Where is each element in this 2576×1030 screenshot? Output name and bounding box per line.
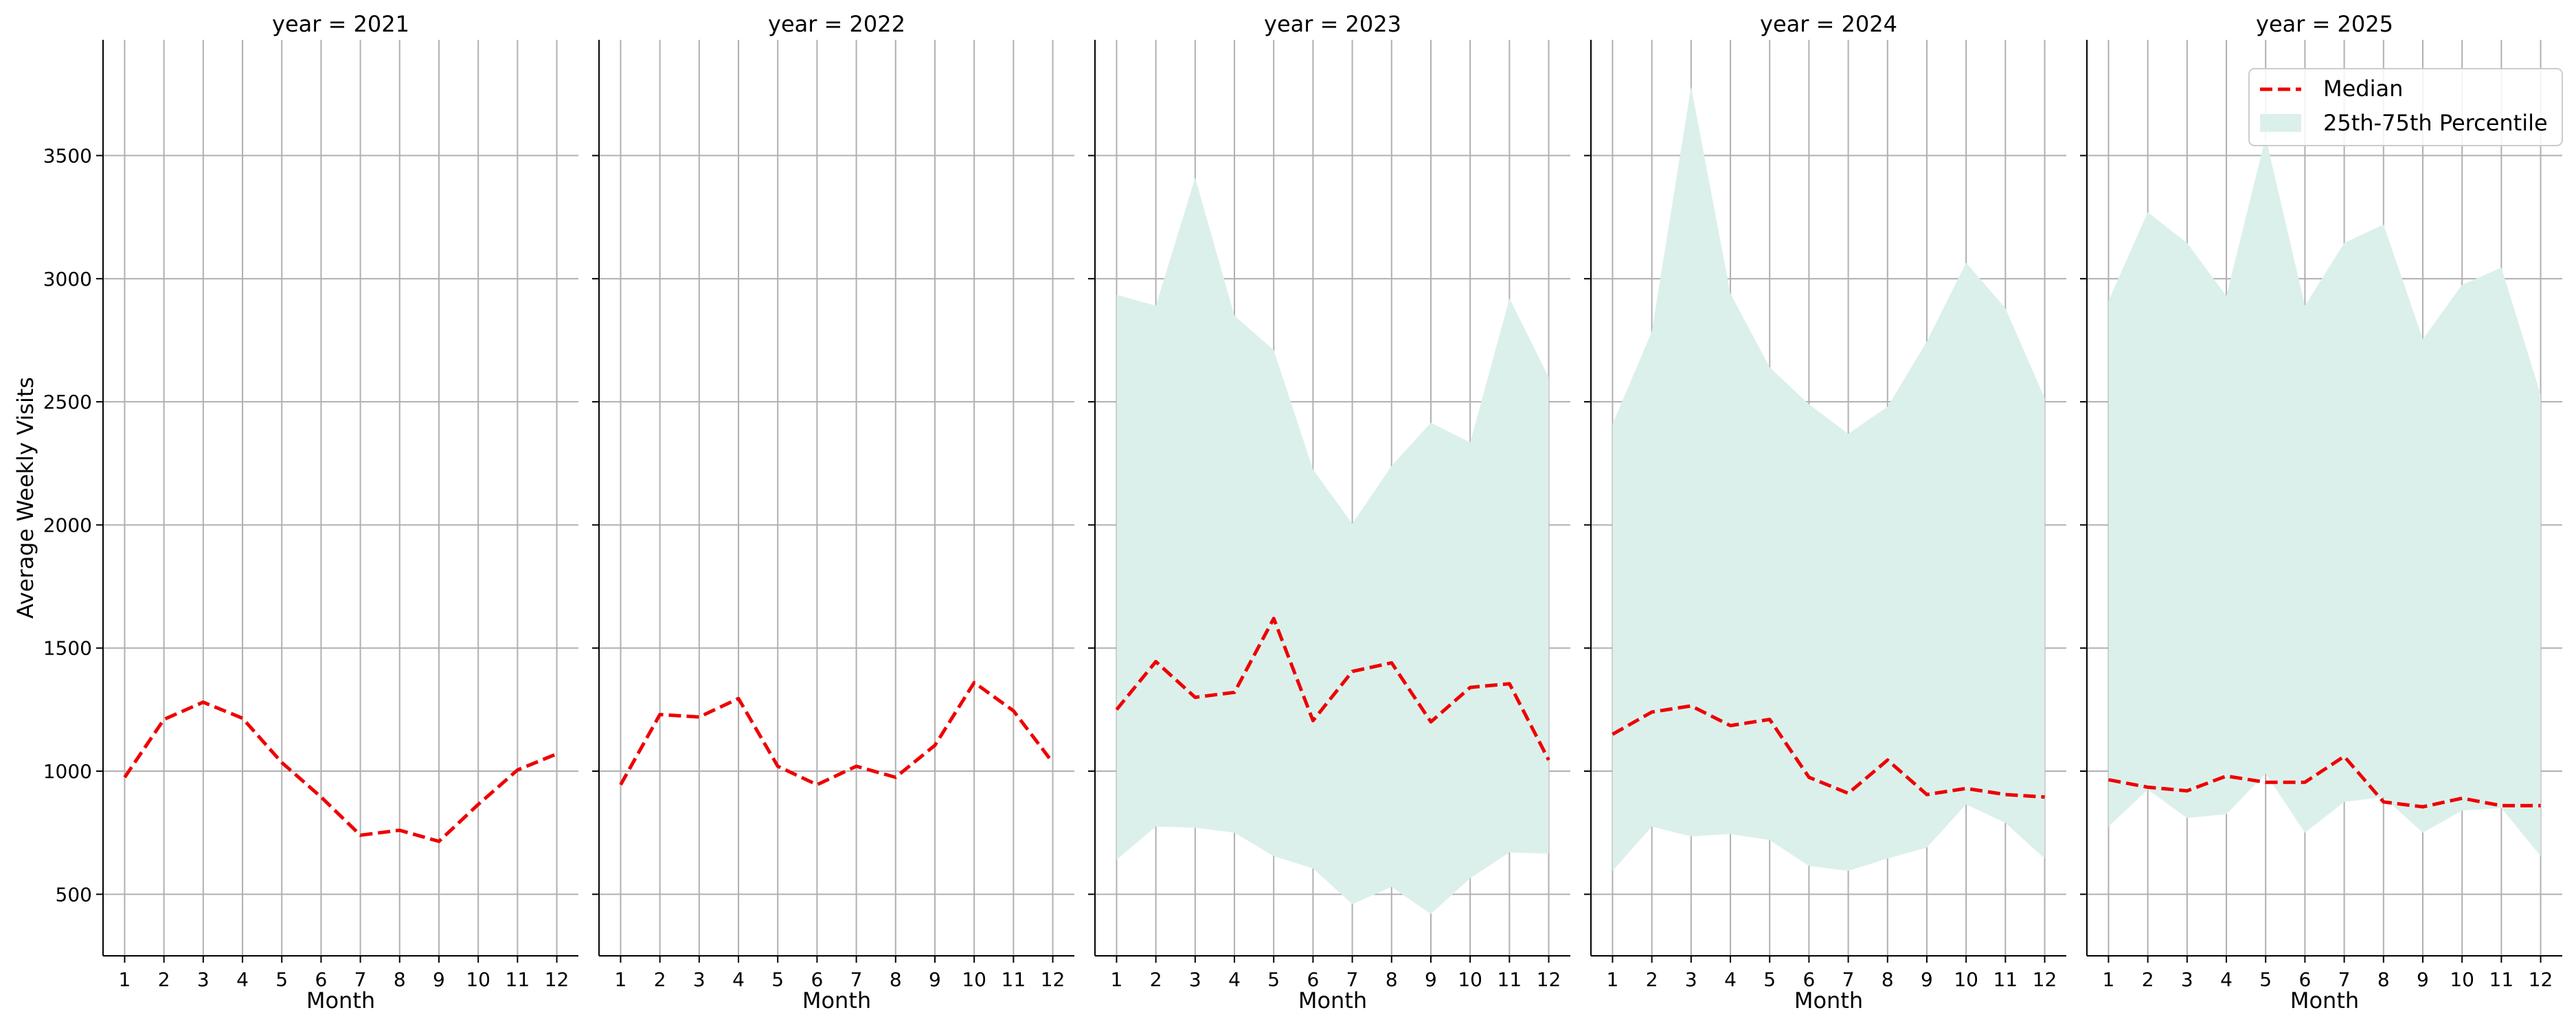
- x-axis-label: Month: [2290, 987, 2359, 1014]
- x-tick-label: 8: [1386, 968, 1398, 991]
- x-tick-label: 1: [615, 968, 627, 991]
- panel-title: year = 2024: [1760, 11, 1897, 37]
- x-tick-label: 5: [1267, 968, 1280, 991]
- y-tick-label: 500: [56, 883, 92, 906]
- x-tick-label: 5: [2259, 968, 2272, 991]
- x-axis-label: Month: [802, 987, 871, 1014]
- x-tick-label: 2: [158, 968, 170, 991]
- x-tick-label: 6: [2298, 968, 2311, 991]
- y-tick-label: 2500: [43, 391, 92, 413]
- x-tick-label: 10: [962, 968, 986, 991]
- y-axis-label: Average Weekly Visits: [12, 377, 38, 619]
- x-tick-label: 7: [1842, 968, 1855, 991]
- x-tick-label: 11: [1498, 968, 1522, 991]
- y-tick-label: 3500: [43, 145, 92, 168]
- x-tick-label: 10: [1954, 968, 1978, 991]
- x-tick-label: 9: [1921, 968, 1933, 991]
- x-tick-label: 3: [1685, 968, 1697, 991]
- x-tick-label: 11: [1002, 968, 1026, 991]
- x-tick-label: 6: [1803, 968, 1815, 991]
- x-tick-label: 7: [354, 968, 367, 991]
- x-tick-label: 1: [119, 968, 131, 991]
- x-tick-label: 2: [1646, 968, 1658, 991]
- x-tick-label: 3: [1189, 968, 1201, 991]
- x-tick-label: 3: [693, 968, 705, 991]
- y-tick-label: 2000: [43, 514, 92, 536]
- x-tick-label: 4: [1228, 968, 1241, 991]
- x-tick-label: 11: [506, 968, 530, 991]
- x-tick-label: 10: [466, 968, 490, 991]
- x-tick-label: 5: [1763, 968, 1776, 991]
- x-tick-label: 10: [2450, 968, 2474, 991]
- x-tick-label: 7: [2338, 968, 2351, 991]
- y-tick-label: 1500: [43, 637, 92, 660]
- x-tick-label: 12: [545, 968, 569, 991]
- x-tick-label: 6: [811, 968, 823, 991]
- x-tick-label: 8: [2377, 968, 2390, 991]
- x-tick-label: 5: [275, 968, 288, 991]
- x-tick-label: 11: [1993, 968, 2018, 991]
- x-tick-label: 12: [1041, 968, 1065, 991]
- x-tick-label: 2: [2142, 968, 2154, 991]
- x-tick-label: 1: [2103, 968, 2115, 991]
- x-tick-label: 4: [732, 968, 745, 991]
- x-tick-label: 8: [394, 968, 406, 991]
- legend-band-swatch: [2260, 114, 2301, 132]
- x-tick-label: 1: [1111, 968, 1123, 991]
- panel-title: year = 2023: [1264, 11, 1401, 37]
- panel-title: year = 2025: [2256, 11, 2393, 37]
- x-tick-label: 12: [2529, 968, 2553, 991]
- y-tick-label: 3000: [43, 268, 92, 290]
- x-tick-label: 3: [197, 968, 210, 991]
- percentile-band: [2108, 137, 2541, 856]
- x-tick-label: 10: [1458, 968, 1482, 991]
- median-line: [1612, 704, 2045, 799]
- x-tick-label: 6: [315, 968, 327, 991]
- legend-median-label: Median: [2323, 76, 2403, 102]
- x-tick-label: 6: [1307, 968, 1319, 991]
- median-line: [1115, 617, 1550, 762]
- x-tick-label: 4: [1724, 968, 1737, 991]
- percentile-band: [1612, 87, 2045, 871]
- x-tick-label: 4: [2220, 968, 2233, 991]
- median-line: [123, 700, 558, 843]
- legend-band-label: 25th-75th Percentile: [2323, 110, 2548, 136]
- x-tick-label: 12: [1537, 968, 1561, 991]
- x-tick-label: 11: [2489, 968, 2514, 991]
- x-tick-label: 8: [890, 968, 902, 991]
- x-tick-label: 2: [654, 968, 666, 991]
- x-tick-label: 9: [929, 968, 941, 991]
- legend-box: [2248, 68, 2563, 146]
- percentile-band: [1116, 177, 1549, 914]
- y-tick-label: 1000: [43, 760, 92, 783]
- x-tick-label: 3: [2181, 968, 2193, 991]
- x-axis-label: Month: [1794, 987, 1863, 1014]
- x-tick-label: 8: [1882, 968, 1894, 991]
- x-tick-label: 9: [433, 968, 445, 991]
- x-tick-label: 9: [2417, 968, 2429, 991]
- x-axis-label: Month: [1298, 987, 1367, 1014]
- x-tick-label: 2: [1150, 968, 1162, 991]
- panel-title: year = 2021: [272, 11, 409, 37]
- panel-title: year = 2022: [768, 11, 905, 37]
- x-tick-label: 7: [850, 968, 863, 991]
- x-tick-label: 5: [771, 968, 784, 991]
- x-tick-label: 7: [1346, 968, 1359, 991]
- x-tick-label: 1: [1607, 968, 1619, 991]
- median-line: [2108, 755, 2541, 809]
- x-tick-label: 9: [1425, 968, 1437, 991]
- x-axis-label: Month: [306, 987, 375, 1014]
- x-tick-label: 12: [2033, 968, 2057, 991]
- median-line: [619, 680, 1054, 787]
- x-tick-label: 4: [236, 968, 249, 991]
